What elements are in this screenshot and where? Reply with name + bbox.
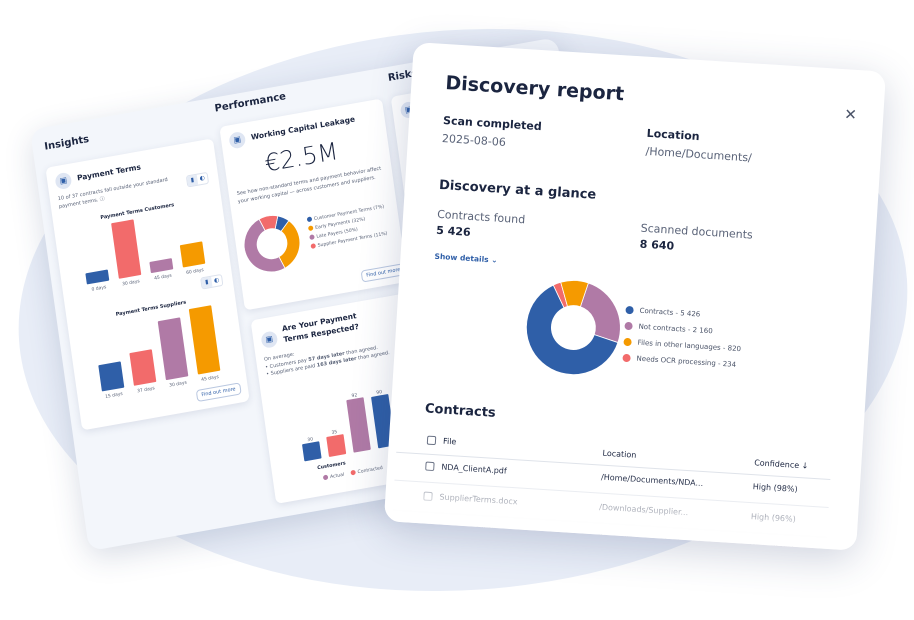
legend-item: Needs OCR processing - 234 xyxy=(622,353,736,369)
card-description: See how non-standard terms and payment b… xyxy=(236,165,382,205)
donut-slice xyxy=(258,215,279,232)
section-insights: Insights xyxy=(43,133,90,153)
bar xyxy=(98,361,125,392)
bar xyxy=(85,269,110,285)
legend-item: Actual xyxy=(322,472,345,482)
contracts-found-value: 5 426 xyxy=(435,223,472,239)
suppliers-bar-chart: Payment Terms Suppliers 15 days 37 days 30 … xyxy=(98,300,221,400)
bar-value-label: 35 xyxy=(331,429,338,436)
select-all-checkbox[interactable] xyxy=(426,435,437,446)
chart-title: Payment Terms Suppliers xyxy=(115,300,186,318)
card-title: Payment Terms xyxy=(76,162,142,183)
info-icon: ⓘ xyxy=(99,195,106,203)
chart-title: Payment Terms Customers xyxy=(100,202,175,221)
legend-item: Files in other languages - 820 xyxy=(623,337,741,353)
working-capital-card: ▣ Working Capital Leakage €2.5M See how … xyxy=(219,98,408,311)
contracts-title: Contracts xyxy=(424,401,497,421)
scan-date: 2025-08-06 xyxy=(441,131,507,149)
column-location[interactable]: Location xyxy=(602,448,637,460)
scanned-value: 8 640 xyxy=(639,237,675,253)
bar xyxy=(129,349,157,386)
close-icon[interactable]: ✕ xyxy=(843,105,858,124)
wallet-icon: ▣ xyxy=(260,330,279,349)
bar xyxy=(302,441,322,462)
bar xyxy=(188,305,221,375)
chart-toggle[interactable]: ▮ ◐ xyxy=(185,171,210,188)
bar-category-label: 0 days xyxy=(91,284,107,293)
section-performance: Performance xyxy=(214,91,287,115)
location-value: /Home/Documents/ xyxy=(645,144,753,165)
bar xyxy=(111,219,142,279)
bar-category-label: 30 days xyxy=(122,278,141,287)
bar-value-label: 92 xyxy=(351,392,358,399)
card-title: Working Capital Leakage xyxy=(250,114,356,142)
bar-category-label: 60 days xyxy=(186,267,205,276)
glance-title: Discovery at a glance xyxy=(438,177,597,203)
bar xyxy=(179,241,206,268)
bar xyxy=(149,258,174,274)
dashboard-panel: Insights Performance Risks ▣ Payment Ter… xyxy=(30,37,617,552)
bar xyxy=(157,317,189,381)
legend-item: Not contracts - 2 160 xyxy=(624,321,713,335)
bar-category-label: 37 days xyxy=(137,385,156,394)
legend-item: Contracted xyxy=(350,465,383,477)
sort-arrow-icon: ↓ xyxy=(801,461,809,471)
chart-toggle[interactable]: ▮ ◐ xyxy=(200,273,224,290)
bar-value-label: 90 xyxy=(376,389,383,396)
donut-slice xyxy=(526,284,619,375)
bar-value-label: 30 xyxy=(307,436,314,443)
scan-label: Scan completed xyxy=(442,113,543,134)
modal-title: Discovery report xyxy=(444,72,625,106)
wallet-icon: ▣ xyxy=(54,171,73,191)
column-file[interactable]: File xyxy=(426,435,457,446)
x-axis-label: Customers xyxy=(317,460,346,471)
chevron-down-icon: ⌄ xyxy=(490,255,498,265)
donut-slice xyxy=(560,280,589,308)
discovery-donut xyxy=(526,280,621,375)
working-capital-donut xyxy=(243,215,301,273)
bar-category-label: 45 days xyxy=(201,374,220,383)
find-out-more-button[interactable]: Find out more xyxy=(195,382,242,403)
pie-chart-icon[interactable]: ◐ xyxy=(213,276,220,285)
contracts-found-label: Contracts found xyxy=(436,207,526,227)
legend-item: Contracts - 5 426 xyxy=(625,305,700,319)
bar-category-label: 15 days xyxy=(105,391,124,400)
show-details-link[interactable]: Show details ⌄ xyxy=(434,251,498,265)
bar-category-label: 45 days xyxy=(154,273,173,282)
donut-slice xyxy=(243,218,286,273)
wallet-icon: ▣ xyxy=(228,130,247,150)
bar-category-label: 30 days xyxy=(169,380,188,389)
location-label: Location xyxy=(646,126,700,144)
discovery-report-modal: Discovery report ✕ Scan completed 2025-0… xyxy=(383,42,887,551)
payment-terms-card: ▣ Payment Terms 10 of 37 contracts fall … xyxy=(45,138,250,431)
column-confidence[interactable]: Confidence ↓ xyxy=(753,458,809,471)
pie-chart-icon[interactable]: ◐ xyxy=(199,174,206,183)
bar xyxy=(346,397,371,453)
customers-bar-chart: Payment Terms Customers 0 days 30 days 45 d… xyxy=(85,202,206,293)
bar xyxy=(326,434,347,457)
leakage-amount: €2.5M xyxy=(262,136,340,178)
